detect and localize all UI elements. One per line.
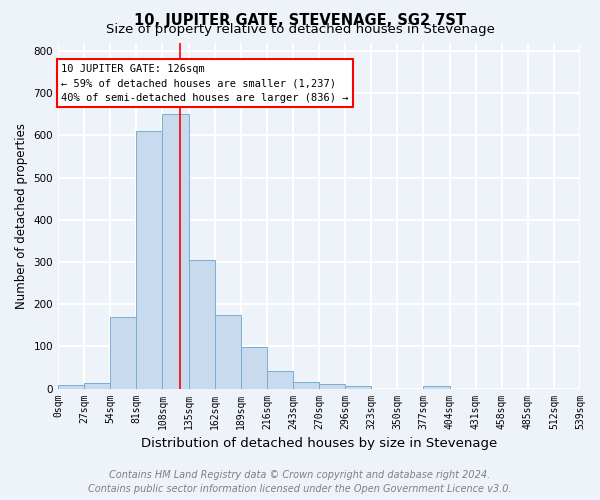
Bar	[267, 371, 293, 388]
Bar	[84, 384, 110, 388]
Bar	[136, 131, 163, 388]
Bar	[424, 386, 449, 388]
X-axis label: Distribution of detached houses by size in Stevenage: Distribution of detached houses by size …	[141, 437, 497, 450]
Bar	[241, 347, 267, 389]
Bar	[58, 385, 84, 388]
Text: Contains HM Land Registry data © Crown copyright and database right 2024.
Contai: Contains HM Land Registry data © Crown c…	[88, 470, 512, 494]
Bar	[110, 317, 136, 388]
Y-axis label: Number of detached properties: Number of detached properties	[15, 122, 28, 308]
Bar	[163, 114, 188, 388]
Text: 10 JUPITER GATE: 126sqm
← 59% of detached houses are smaller (1,237)
40% of semi: 10 JUPITER GATE: 126sqm ← 59% of detache…	[61, 64, 349, 103]
Text: 10, JUPITER GATE, STEVENAGE, SG2 7ST: 10, JUPITER GATE, STEVENAGE, SG2 7ST	[134, 12, 466, 28]
Bar	[345, 386, 371, 388]
Bar	[188, 260, 215, 388]
Bar	[293, 382, 319, 388]
Bar	[215, 314, 241, 388]
Text: Size of property relative to detached houses in Stevenage: Size of property relative to detached ho…	[106, 22, 494, 36]
Bar	[319, 384, 345, 388]
